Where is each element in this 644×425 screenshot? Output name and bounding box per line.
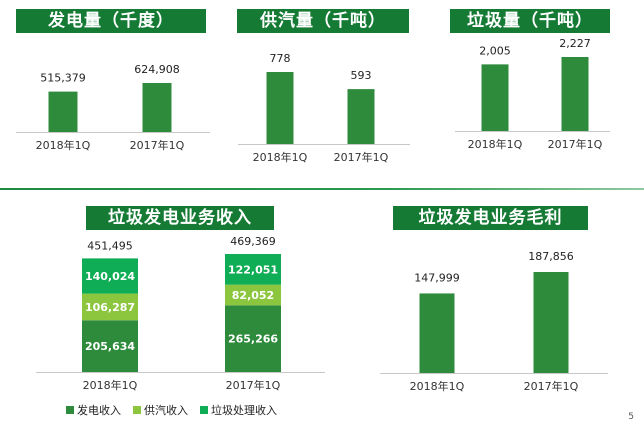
bar-power-0 xyxy=(48,91,78,132)
value-label-power-0: 515,379 xyxy=(40,72,86,85)
category-label-profit-1: 2017年1Q xyxy=(524,379,579,393)
category-label-steam-1: 2017年1Q xyxy=(334,150,389,164)
power-generation-title: 发电量（千度） xyxy=(16,9,206,33)
legend-item-waste: 垃圾处理收入 xyxy=(200,402,277,418)
waste-power-profit-chart: 147,999 2018年1Q 187,856 2017年1Q xyxy=(380,250,608,393)
legend-swatch-electricity xyxy=(66,406,74,414)
waste-power-revenue-chart: 205,634 106,287 140,024 451,495 2018年1Q 265,2… xyxy=(36,235,325,392)
value-label-profit-0: 147,999 xyxy=(414,271,460,284)
value-label-power-1: 624,908 xyxy=(134,63,180,76)
value-label-waste-0: 2,005 xyxy=(479,44,511,57)
value-label-profit-1: 187,856 xyxy=(528,250,574,263)
segment-label-waste-1: 122,051 xyxy=(228,263,278,276)
category-label-power-0: 2018年1Q xyxy=(36,138,91,152)
bar-steam-1 xyxy=(347,89,375,144)
steam-supply-title: 供汽量（千吨） xyxy=(237,9,409,33)
total-label-0: 451,495 xyxy=(87,239,133,252)
legend-swatch-waste xyxy=(200,406,208,414)
segment-label-electricity-1: 265,266 xyxy=(228,333,278,346)
bar-waste-0 xyxy=(481,64,509,131)
bar-profit-0 xyxy=(419,293,455,373)
stack-segment-electricity-1 xyxy=(225,305,281,372)
value-label-waste-1: 2,227 xyxy=(559,37,591,50)
stack-segment-waste-1 xyxy=(225,254,281,285)
category-label-revenue-1: 2017年1Q xyxy=(226,378,281,392)
section-divider xyxy=(0,188,644,190)
stack-segment-waste-0 xyxy=(82,258,138,294)
page-number: 5 xyxy=(628,412,634,422)
legend-label-waste: 垃圾处理收入 xyxy=(211,404,277,417)
segment-label-waste-0: 140,024 xyxy=(85,270,135,283)
segment-label-steam-1: 82,052 xyxy=(232,289,274,302)
total-label-1: 469,369 xyxy=(230,235,276,248)
value-label-steam-1: 593 xyxy=(351,69,372,82)
category-label-revenue-0: 2018年1Q xyxy=(83,378,138,392)
bar-steam-0 xyxy=(266,72,294,144)
power-generation-chart: 515,379 2018年1Q 624,908 2017年1Q xyxy=(16,63,210,152)
category-label-waste-0: 2018年1Q xyxy=(468,137,523,151)
bar-power-1 xyxy=(142,83,172,132)
category-label-power-1: 2017年1Q xyxy=(130,138,185,152)
bar-profit-1 xyxy=(533,272,569,373)
waste-volume-title: 垃圾量（千吨） xyxy=(450,9,610,33)
bar-waste-1 xyxy=(561,57,589,131)
legend-swatch-steam xyxy=(133,406,141,414)
stack-segment-steam-1 xyxy=(225,284,281,306)
category-label-profit-0: 2018年1Q xyxy=(410,379,465,393)
stack-segment-electricity-0 xyxy=(82,320,138,372)
steam-supply-chart: 778 2018年1Q 593 2017年1Q xyxy=(238,52,410,164)
waste-power-revenue-title: 垃圾发电业务收入 xyxy=(86,206,274,230)
legend-label-electricity: 发电收入 xyxy=(77,404,121,417)
category-label-waste-1: 2017年1Q xyxy=(548,137,603,151)
revenue-legend: 发电收入 供汽收入 垃圾处理收入 xyxy=(66,402,277,418)
segment-label-electricity-0: 205,634 xyxy=(85,340,135,353)
waste-power-profit-title: 垃圾发电业务毛利 xyxy=(393,206,588,230)
waste-volume-chart: 2,005 2018年1Q 2,227 2017年1Q xyxy=(455,37,610,151)
legend-label-steam: 供汽收入 xyxy=(144,404,188,417)
legend-item-steam: 供汽收入 xyxy=(133,402,188,418)
value-label-steam-0: 778 xyxy=(270,52,291,65)
category-label-steam-0: 2018年1Q xyxy=(253,150,308,164)
legend-item-electricity: 发电收入 xyxy=(66,402,121,418)
segment-label-steam-0: 106,287 xyxy=(85,301,135,314)
stack-segment-steam-0 xyxy=(82,293,138,321)
